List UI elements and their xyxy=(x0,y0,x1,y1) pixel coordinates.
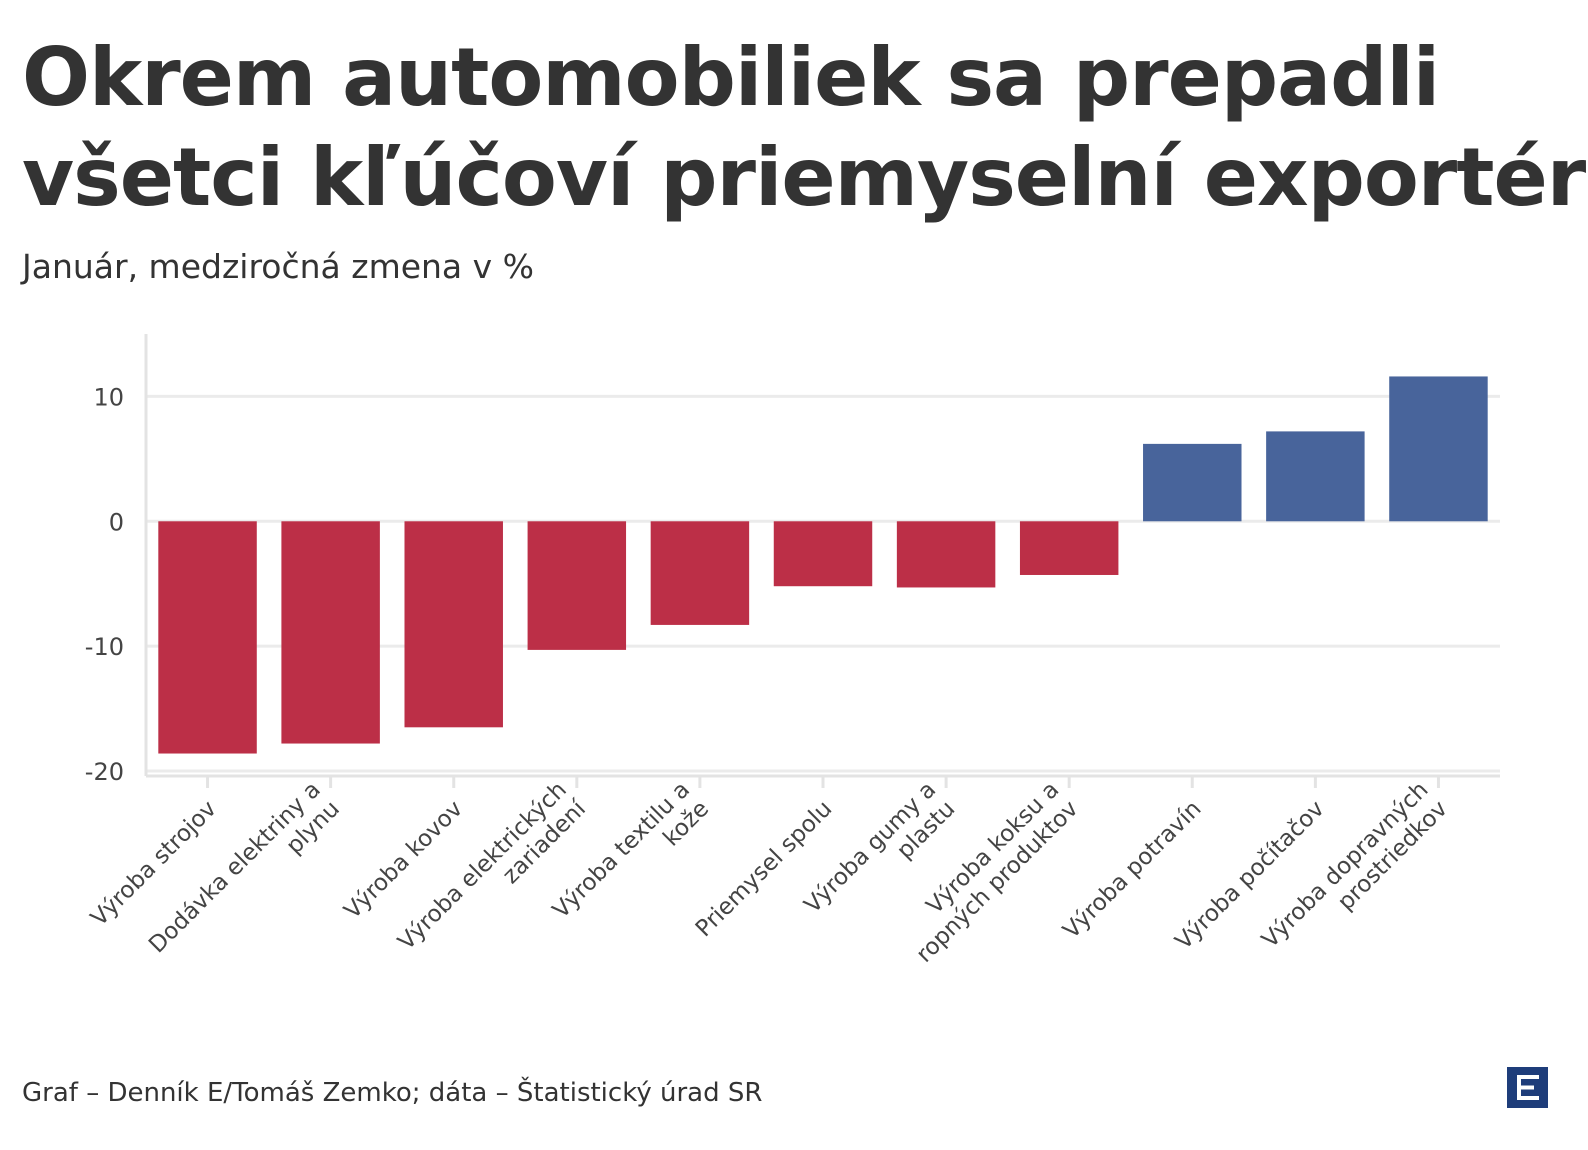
bar-9 xyxy=(1266,431,1365,522)
category-label-3-line-0: Výroba elektrických xyxy=(393,777,572,956)
category-label-1-line-0: Dodávka elektriny a xyxy=(144,777,326,959)
y-tick-labels: 10 0 -10 -20 xyxy=(85,383,124,786)
bars xyxy=(158,376,1488,754)
chart-subtitle: Január, medziročná zmena v % xyxy=(22,247,535,286)
bar-1 xyxy=(281,521,380,744)
bar-3 xyxy=(527,521,627,650)
y-tick-label-1: 0 xyxy=(109,508,124,536)
bar-8 xyxy=(1143,443,1242,522)
x-tick-marks xyxy=(206,776,1440,788)
denník-e-logo xyxy=(1507,1067,1548,1108)
logo-e-icon xyxy=(1517,1075,1539,1100)
bar-6 xyxy=(896,521,996,588)
chart-title-line-1: Okrem automobiliek sa prepadli xyxy=(22,31,1440,124)
source-note: Graf – Denník E/Tomáš Zemko; dáta – Štat… xyxy=(22,1078,763,1108)
y-tick-label-3: -20 xyxy=(85,758,124,786)
category-label-5: Priemysel spolu xyxy=(691,796,837,942)
bar-4 xyxy=(650,521,750,625)
bar-10 xyxy=(1389,376,1488,522)
bar-2 xyxy=(404,521,503,728)
category-label-10-line-0: Výroba dopravných xyxy=(1257,777,1434,954)
y-tick-label-2: -10 xyxy=(85,633,124,661)
chart-title: Okrem automobiliek sa prepadli všetci kľ… xyxy=(22,28,1588,228)
bar-5 xyxy=(773,521,873,587)
bar-0 xyxy=(158,521,257,754)
category-label-5-line-0: Priemysel spolu xyxy=(691,796,837,942)
chart-title-line-2: všetci kľúčoví priemyselní exportéri xyxy=(22,131,1588,224)
bar-7 xyxy=(1019,521,1119,575)
y-tick-label-0: 10 xyxy=(93,383,124,411)
